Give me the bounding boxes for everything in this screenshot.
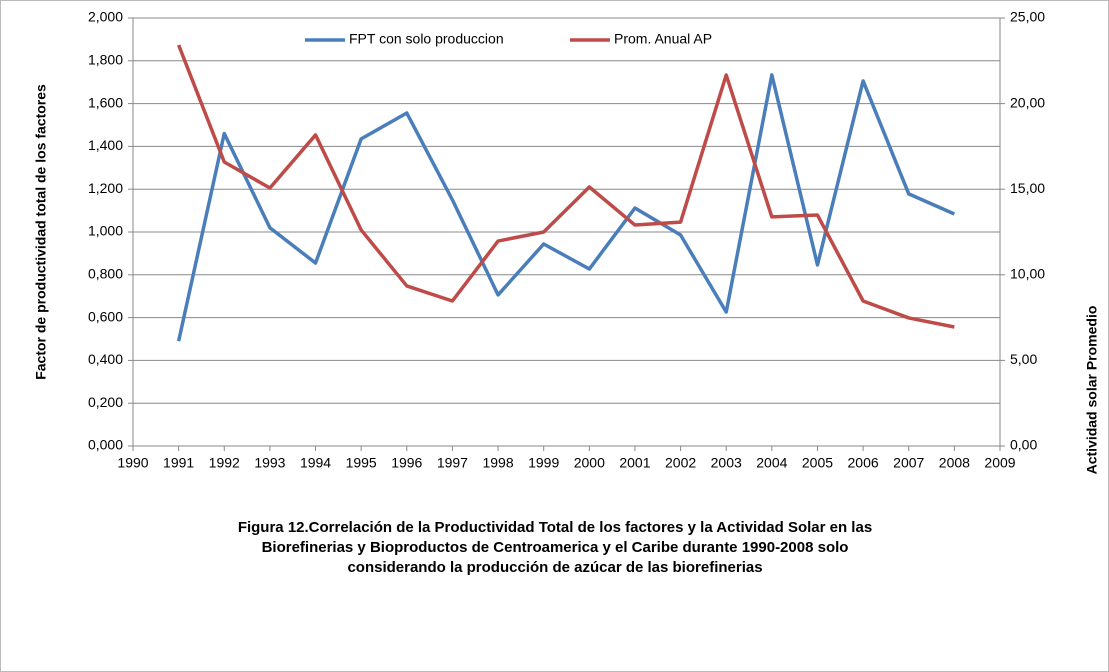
x-tick-label: 2009 bbox=[984, 455, 1015, 471]
y-axis-title: Factor de productividad total de los fac… bbox=[33, 84, 49, 380]
y-tick-label: 1,400 bbox=[88, 137, 123, 153]
y2-tick-label: 0,00 bbox=[1010, 437, 1037, 453]
x-tick-label: 1991 bbox=[163, 455, 194, 471]
y-tick-label: 0,800 bbox=[88, 266, 123, 282]
x-tick-label: 1994 bbox=[300, 455, 331, 471]
legend-label: FPT con solo produccion bbox=[349, 31, 504, 47]
y2-tick-label: 20,00 bbox=[1010, 94, 1045, 110]
x-tick-label: 2002 bbox=[665, 455, 696, 471]
caption-line: Biorefinerias y Bioproductos de Centroam… bbox=[262, 539, 849, 556]
x-tick-label: 2005 bbox=[802, 455, 833, 471]
y-tick-label: 1,200 bbox=[88, 180, 123, 196]
legend-label: Prom. Anual AP bbox=[614, 31, 712, 47]
series-line bbox=[176, 73, 956, 342]
caption-line: considerando la producción de azúcar de … bbox=[347, 559, 762, 576]
x-tick-label: 2006 bbox=[848, 455, 879, 471]
x-tick-label: 1995 bbox=[346, 455, 377, 471]
x-tick-label: 2004 bbox=[756, 455, 787, 471]
y-tick-label: 0,200 bbox=[88, 394, 123, 410]
x-tick-label: 1999 bbox=[528, 455, 559, 471]
x-tick-label: 2000 bbox=[574, 455, 605, 471]
x-tick-label: 1992 bbox=[209, 455, 240, 471]
y-tick-label: 1,600 bbox=[88, 94, 123, 110]
x-tick-label: 1990 bbox=[117, 455, 148, 471]
series-line bbox=[177, 44, 955, 329]
y2-axis-title: Actividad solar Promedio bbox=[1084, 306, 1100, 475]
y-tick-label: 0,600 bbox=[88, 308, 123, 324]
y-tick-label: 0,400 bbox=[88, 351, 123, 367]
x-tick-label: 2008 bbox=[939, 455, 970, 471]
y-tick-label: 0,000 bbox=[88, 437, 123, 453]
y2-tick-label: 25,00 bbox=[1010, 9, 1045, 25]
x-tick-label: 2007 bbox=[893, 455, 924, 471]
x-tick-label: 2001 bbox=[619, 455, 650, 471]
y2-tick-label: 10,00 bbox=[1010, 266, 1045, 282]
caption-line: Figura 12.Correlación de la Productivida… bbox=[238, 519, 872, 536]
x-tick-label: 1996 bbox=[391, 455, 422, 471]
x-tick-label: 1997 bbox=[437, 455, 468, 471]
y-tick-label: 2,000 bbox=[88, 9, 123, 25]
y-tick-label: 1,800 bbox=[88, 52, 123, 68]
y2-tick-label: 15,00 bbox=[1010, 180, 1045, 196]
x-tick-label: 1998 bbox=[482, 455, 513, 471]
x-tick-label: 2003 bbox=[711, 455, 742, 471]
y-tick-label: 1,000 bbox=[88, 223, 123, 239]
x-tick-label: 1993 bbox=[254, 455, 285, 471]
y2-tick-label: 5,00 bbox=[1010, 351, 1037, 367]
